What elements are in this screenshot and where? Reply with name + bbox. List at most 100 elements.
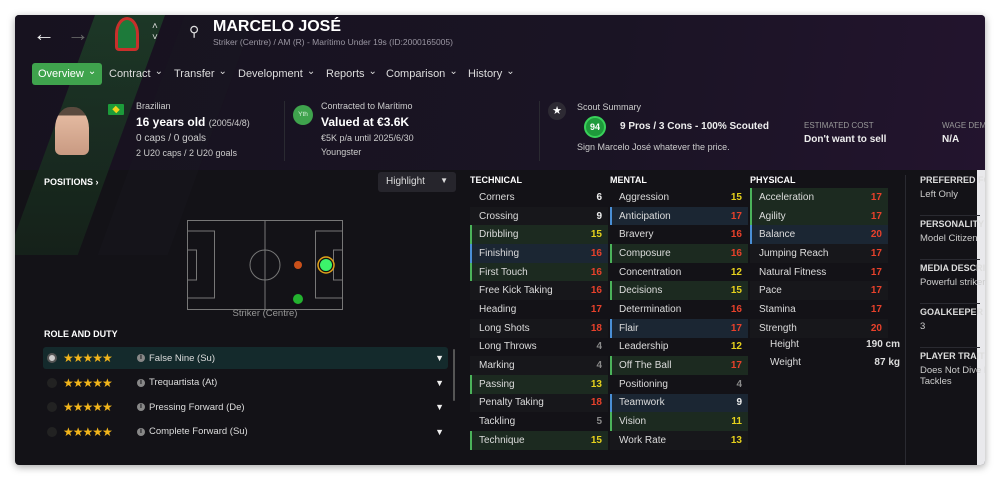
- info-value: Powerful striker: [920, 277, 985, 288]
- role-radio[interactable]: [47, 353, 57, 363]
- tab-overview[interactable]: Overview ⌄: [32, 63, 103, 85]
- attribute-name: Stamina: [759, 303, 796, 315]
- attribute-value: 13: [590, 378, 602, 390]
- tab-comparison[interactable]: Comparison ⌄: [380, 63, 464, 85]
- attribute-row[interactable]: Passing 13: [470, 374, 608, 394]
- info-icon[interactable]: i: [137, 427, 145, 436]
- attribute-row[interactable]: Crossing 9: [470, 206, 608, 226]
- info-value: 3: [920, 321, 926, 332]
- attribute-row[interactable]: Bravery 16: [610, 225, 748, 244]
- tab-history[interactable]: History ⌄: [462, 63, 521, 85]
- back-arrow-icon[interactable]: ←: [33, 21, 55, 46]
- estimated-cost-value: Don't want to sell: [804, 134, 887, 145]
- attribute-row[interactable]: Long Shots 18: [470, 318, 608, 338]
- attribute-row[interactable]: Decisions 15: [610, 281, 748, 301]
- chevron-down-icon[interactable]: ▼: [435, 353, 444, 363]
- role-item[interactable]: ★★★★★ i Trequartista (At) ▼: [43, 372, 448, 394]
- attribute-row[interactable]: Stamina 17: [750, 300, 888, 319]
- attribute-row[interactable]: Marking 4: [470, 356, 608, 375]
- attribute-name: Free Kick Taking: [479, 285, 553, 297]
- role-item[interactable]: ★★★★★ i Complete Forward (Su) ▼: [43, 421, 448, 443]
- technical-heading: TECHNICAL: [470, 175, 522, 185]
- attribute-row[interactable]: Heading 17: [470, 300, 608, 319]
- role-radio[interactable]: [47, 426, 57, 437]
- attribute-row[interactable]: Tackling 5: [470, 412, 608, 431]
- positions-link[interactable]: POSITIONS ›: [44, 177, 99, 187]
- attribute-row[interactable]: Free Kick Taking 16: [470, 281, 608, 301]
- attribute-row[interactable]: Technique 15: [470, 430, 608, 450]
- highlight-dropdown[interactable]: Highlight ▼: [378, 172, 456, 192]
- tab-development[interactable]: Development ⌄: [232, 63, 321, 85]
- attribute-row[interactable]: Anticipation 17: [610, 206, 748, 226]
- attribute-row[interactable]: Corners 6: [470, 188, 608, 207]
- attribute-name: Natural Fitness: [759, 266, 827, 278]
- info-icon[interactable]: i: [137, 378, 145, 387]
- tab-contract[interactable]: Contract ⌄: [103, 63, 169, 85]
- attribute-row[interactable]: Natural Fitness 17: [750, 263, 888, 282]
- tab-transfer[interactable]: Transfer ⌄: [168, 63, 233, 85]
- role-radio[interactable]: [47, 377, 57, 388]
- attribute-value: 12: [730, 341, 742, 353]
- attribute-row[interactable]: Aggression 15: [610, 188, 748, 207]
- attribute-value: 17: [870, 285, 882, 297]
- attribute-name: Jumping Reach: [759, 247, 829, 259]
- attribute-row[interactable]: Composure 16: [610, 244, 748, 263]
- brazil-flag-icon: [108, 104, 124, 115]
- info-icon[interactable]: i: [137, 354, 145, 362]
- role-radio[interactable]: [47, 402, 57, 412]
- u20-caps: 2 U20 caps / 2 U20 goals: [136, 148, 238, 158]
- contract-status: Youngster: [321, 147, 362, 157]
- attribute-row[interactable]: Pace 17: [750, 281, 888, 301]
- attribute-row[interactable]: Positioning 4: [610, 375, 748, 394]
- role-item[interactable]: ★★★★★ i Pressing Forward (De) ▼: [43, 396, 448, 418]
- attribute-name: Crossing: [479, 210, 519, 222]
- attribute-row[interactable]: Work Rate 13: [610, 430, 748, 450]
- wage-demands-label: WAGE DEMANDS: [942, 121, 985, 130]
- attribute-row[interactable]: Concentration 12: [610, 263, 748, 282]
- info-icon[interactable]: i: [137, 403, 145, 411]
- attribute-row[interactable]: Finishing 16: [470, 244, 608, 263]
- attribute-name: Marking: [479, 360, 515, 372]
- scout-rating-badge[interactable]: 94: [584, 116, 606, 138]
- attribute-row[interactable]: Jumping Reach 17: [750, 244, 888, 263]
- chevron-down-icon[interactable]: ▼: [435, 402, 444, 412]
- attribute-row[interactable]: Leadership 12: [610, 338, 748, 357]
- attribute-name: Technique: [479, 434, 525, 446]
- forward-arrow-icon[interactable]: →: [67, 21, 89, 46]
- tab-label: History: [468, 68, 503, 80]
- attribute-name: Composure: [619, 247, 671, 259]
- attribute-row[interactable]: Off The Ball 17: [610, 356, 748, 375]
- search-icon[interactable]: ⚲: [189, 23, 200, 39]
- attribute-row[interactable]: Vision 11: [610, 412, 748, 431]
- attribute-row[interactable]: Flair 17: [610, 318, 748, 338]
- tab-label: Contract: [109, 68, 151, 80]
- player-switch-chevrons-icon[interactable]: ˄ ˅: [152, 21, 158, 43]
- chevron-down-icon[interactable]: ▼: [435, 426, 444, 437]
- role-duty-title: ROLE AND DUTY: [44, 329, 118, 339]
- attribute-value: 17: [870, 303, 882, 315]
- tab-reports[interactable]: Reports ⌄: [320, 63, 383, 85]
- attribute-value: 16: [590, 247, 602, 259]
- info-block: GOALKEEPER RATING 3: [920, 307, 985, 332]
- attribute-value: 17: [730, 360, 742, 372]
- attribute-row[interactable]: Strength 20: [750, 318, 888, 338]
- attribute-row[interactable]: Penalty Taking 18: [470, 393, 608, 413]
- contract-wage: €5K p/a until 2025/6/30: [321, 133, 414, 143]
- mental-attributes: MENTAL Aggression 15 Anticipation 17 Bravery 1…: [610, 175, 748, 450]
- role-list-scrollbar[interactable]: [453, 349, 455, 401]
- attribute-row[interactable]: Determination 16: [610, 300, 748, 319]
- position-marker-am-right: [293, 294, 303, 304]
- attribute-row[interactable]: Acceleration 17: [750, 188, 888, 207]
- attribute-row[interactable]: Dribbling 15: [470, 225, 608, 245]
- attribute-name: Long Shots: [479, 322, 530, 334]
- chevron-down-icon[interactable]: ▼: [435, 377, 444, 388]
- role-item[interactable]: ★★★★★ i False Nine (Su) ▼: [43, 347, 448, 369]
- position-caption: Striker (Centre): [232, 308, 298, 319]
- attribute-row[interactable]: First Touch 16: [470, 262, 608, 282]
- sidebar-scroll-edge[interactable]: [977, 170, 985, 465]
- role-label: Complete Forward (Su): [149, 426, 248, 437]
- attribute-row[interactable]: Agility 17: [750, 206, 888, 226]
- attribute-row[interactable]: Teamwork 9: [610, 393, 748, 413]
- attribute-row[interactable]: Long Throws 4: [470, 338, 608, 357]
- attribute-row[interactable]: Balance 20: [750, 225, 888, 245]
